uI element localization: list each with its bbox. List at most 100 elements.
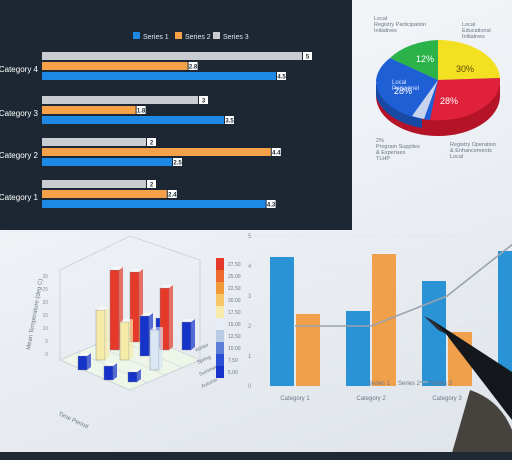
chart3d-column: [103, 365, 114, 381]
chart3d-axis-tick: 5: [45, 339, 48, 345]
hbar-bars: Category 4 5 2.8 4.5 Category 3 3 1.8 3.5 Catego…: [0, 52, 312, 209]
column-3d-chart: Mean Temperature (deg C) Time Period 302…: [26, 235, 241, 430]
screen-bezel: [0, 452, 512, 460]
chart3d-axis-tick: 20: [42, 300, 48, 306]
hbar-value-label: 4.5: [277, 75, 286, 81]
chart3d-scale-label: 12.50: [228, 334, 241, 340]
combo-y-tick: 3: [248, 294, 252, 300]
chart3d-scale-swatch: [216, 354, 224, 366]
hbar-bar: [42, 158, 172, 166]
chart3d-scale-swatch: [216, 342, 224, 354]
chart3d-column-side: [191, 319, 195, 350]
chart3d-scale-label: 5.00: [228, 370, 238, 376]
hbar-bar: [42, 180, 146, 188]
legend-swatch-series3: [213, 32, 220, 39]
chart3d-season-label: Winter: [194, 342, 210, 354]
hbar-bar: [42, 106, 136, 114]
hbar-category-label: Category 1: [0, 193, 39, 202]
bar-chart-panel: Series 1 Series 2 Series 3 Category 4 5 2.…: [0, 0, 352, 230]
hbar-category-label: Category 4: [0, 65, 39, 74]
combo-x-label: Category 2: [356, 396, 386, 402]
hbar-bar: [42, 148, 271, 156]
hbar-value-box: [147, 138, 156, 146]
chart3d-scale-swatch: [216, 258, 224, 270]
combo-y-tick: 1: [248, 354, 252, 360]
combo-legend: Series 1 Series 2 Series 3: [360, 379, 453, 387]
combo-bar-series2: [296, 314, 320, 386]
pie-label-red: 28%: [440, 96, 458, 106]
pie-label-registry-participation: Local Registry Participation Initiatives: [374, 16, 426, 34]
combo-x-labels: Category 1 Category 2 Category 3 Category 4: [280, 396, 512, 402]
combo-bar-series1: [346, 311, 370, 386]
chart3d-scale-label: 15.00: [228, 322, 241, 328]
chart3d-color-scale: 27.50 25.00 22.50 20.00 17.50 15.00 12.50 10.00…: [216, 258, 241, 378]
legend-swatch-series1: [133, 32, 140, 39]
hbar-value-box: [199, 96, 208, 104]
hbar-bar: [42, 62, 188, 70]
pie-slice-red: [430, 78, 501, 121]
pie-label-program-supplies: 2% Program Supplies & Expenses TLHP: [376, 138, 420, 162]
chart3d-scale-swatch: [216, 306, 224, 318]
chart3d-column-side: [87, 353, 91, 370]
hbar-value-label: 1.8: [137, 109, 146, 115]
chart3d-scale-label: 27.50: [228, 262, 241, 268]
hbar-value-label: 4.4: [272, 151, 281, 157]
chart3d-column: [109, 269, 120, 351]
chart3d-column-top: [160, 285, 173, 288]
chart3d-axis-tick: 0: [45, 352, 48, 358]
chart3d-column-top: [110, 267, 123, 270]
combo-bar-series1: [270, 257, 294, 386]
hbar-value-label: 2.5: [173, 161, 182, 167]
pie-label-registry-operation: Registry Operation & Enhancements Local: [450, 142, 496, 160]
chart3d-scale-swatch: [216, 318, 224, 330]
chart3d-column-top: [150, 327, 163, 330]
chart3d-column-side: [105, 307, 109, 360]
hbar-value-box: [136, 106, 146, 114]
combo-bar-series1: [422, 281, 446, 386]
chart3d-scale-swatch: [216, 270, 224, 282]
hbar-value-box: [266, 200, 276, 208]
combo-legend-label1: Series 1: [368, 381, 391, 387]
legend-swatch-series2: [175, 32, 182, 39]
chart3d-column-top: [78, 353, 91, 356]
chart3d-column-side: [113, 363, 117, 380]
combo-x-label: Category 4: [508, 396, 512, 402]
combo-x-label: Category 1: [280, 396, 310, 402]
hbar-bar: [42, 138, 146, 146]
horizontal-bar-chart: Series 1 Series 2 Series 3 Category 4 5 2.…: [0, 32, 312, 209]
combo-legend-label3: Series 3: [430, 381, 453, 387]
hbar-value-label: 2: [150, 183, 154, 189]
hbar-value-box: [173, 158, 182, 166]
legend-label-series1: Series 1: [143, 34, 169, 41]
chart3d-scale-label: 20.00: [228, 298, 241, 304]
chart3d-column-top: [140, 313, 153, 316]
combo-legend-swatch1: [360, 379, 366, 385]
chart3d-scale-swatch: [216, 282, 224, 294]
chart3d-scale-label: 25.00: [228, 274, 241, 280]
legend-label-series3: Series 3: [223, 34, 249, 41]
pie-side-blue: [376, 84, 422, 128]
chart3d-column-side: [159, 327, 163, 370]
pie-label-yellow: 30%: [456, 64, 474, 74]
chart3d-column: [77, 355, 88, 371]
chart3d-column: [95, 309, 106, 361]
hbar-value-box: [277, 72, 286, 80]
chart3d-column-side: [129, 319, 133, 360]
pie-slice-lightblue: [412, 80, 438, 119]
chart3d-axis-tick: 25: [42, 287, 48, 293]
hbar-value-label: 3: [202, 99, 206, 105]
hbar-legend: Series 1 Series 2 Series 3: [133, 32, 249, 41]
chart3d-column-top: [128, 369, 141, 372]
hbar-bar: [42, 200, 266, 208]
chart3d-column-side: [169, 285, 173, 350]
combo-bar-series1: [498, 251, 512, 386]
hbar-value-label: 5: [306, 55, 310, 61]
hbar-value-box: [188, 62, 198, 70]
combo-y-tick: 4: [248, 264, 252, 270]
chart3d-column-side: [137, 369, 141, 382]
chart3d-season-label: Autumn: [200, 377, 218, 390]
hbar-value-box: [303, 52, 312, 60]
chart3d-axis-tick: 10: [42, 326, 48, 332]
